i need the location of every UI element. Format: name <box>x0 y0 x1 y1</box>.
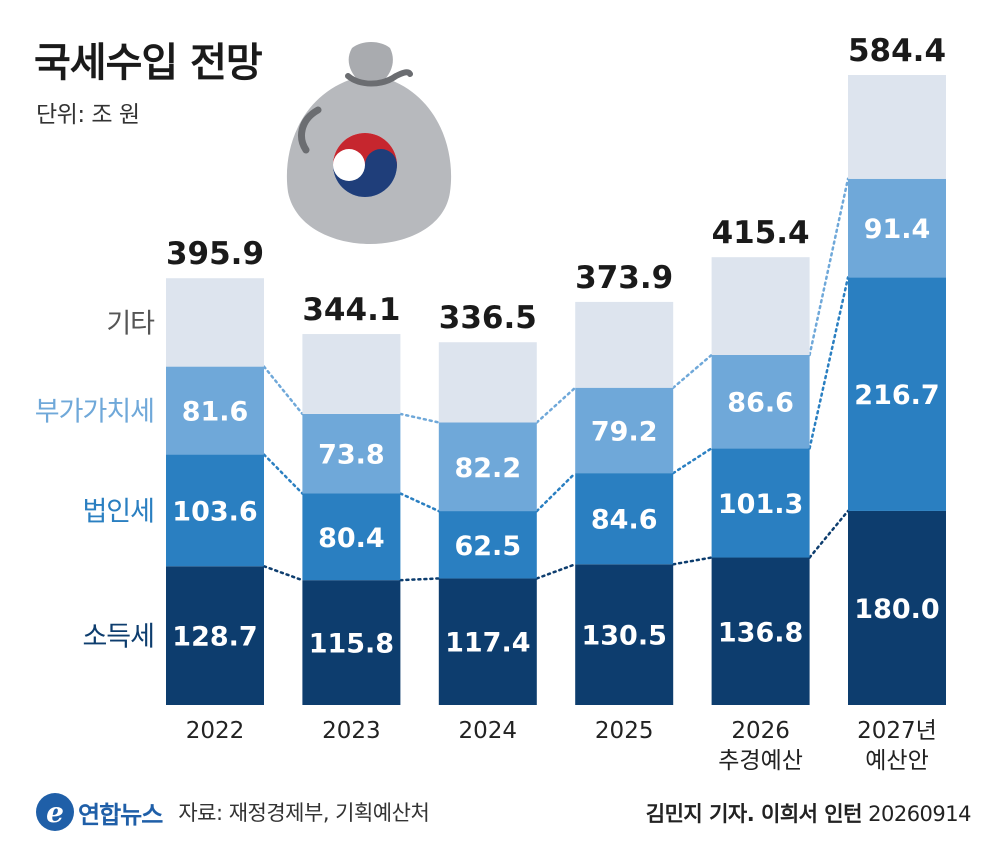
credit-name: 김민지 기자. 이희서 인턴 <box>645 802 863 826</box>
connector-vat-2 <box>535 386 577 424</box>
bar-vat-0 <box>166 366 264 455</box>
series-label-income: 소득세 <box>82 622 154 653</box>
bar-corporate-3 <box>575 473 674 565</box>
value-label-income-5: 180.0 <box>854 594 939 625</box>
page-title: 국세수입 전망 <box>34 40 263 86</box>
value-label-corporate-4: 101.3 <box>718 489 803 520</box>
value-label-corporate-1: 80.4 <box>318 523 385 554</box>
bar-income-4 <box>711 557 810 705</box>
connector-income-0 <box>262 565 304 582</box>
total-label-1: 344.1 <box>302 292 400 328</box>
labels-group: 128.7 103.6 81.6 395.9 115.8 80.4 73.8 344.1 117… <box>166 33 946 660</box>
connector-corporate-4 <box>808 276 850 450</box>
value-label-income-2: 117.4 <box>445 628 530 659</box>
bar-corporate-2 <box>438 511 537 579</box>
value-label-corporate-2: 62.5 <box>454 531 521 562</box>
series-label-vat: 부가가치세 <box>35 397 154 428</box>
connector-corporate-0 <box>262 453 304 495</box>
value-label-income-1: 115.8 <box>309 629 394 660</box>
value-label-vat-3: 79.2 <box>591 416 658 447</box>
credit-date: 20260914 <box>868 802 971 826</box>
x-tick-label-3-0: 2025 <box>595 718 654 744</box>
logo-text: 연합뉴스 <box>78 800 163 829</box>
value-label-vat-5: 91.4 <box>864 214 931 245</box>
footer-source: e 연합뉴스 자료: 재정경제부, 기획예산처 <box>36 790 430 834</box>
bar-income-1 <box>302 580 401 705</box>
x-tick-label-0-0: 2022 <box>186 718 245 744</box>
bar-corporate-5 <box>848 277 946 511</box>
unit-label: 단위: 조 원 <box>36 102 140 128</box>
total-label-4: 415.4 <box>712 215 810 251</box>
connector-vat-0 <box>262 365 304 416</box>
value-label-corporate-5: 216.7 <box>854 380 939 411</box>
value-label-corporate-3: 84.6 <box>591 505 658 536</box>
bar-other-5 <box>848 75 946 179</box>
x-tick-label-4-1: 추경예산 <box>718 748 803 774</box>
total-label-2: 336.5 <box>439 300 537 336</box>
bar-vat-4 <box>711 354 810 449</box>
connector-vat-4 <box>808 177 850 357</box>
bar-other-0 <box>166 278 264 367</box>
bar-vat-2 <box>438 422 537 512</box>
connector-corporate-3 <box>671 447 713 475</box>
connector-income-3 <box>671 556 713 566</box>
connector-income-1 <box>399 577 441 582</box>
source-text: 자료: 재정경제부, 기획예산처 <box>178 801 430 825</box>
bar-corporate-1 <box>302 493 401 581</box>
bar-income-2 <box>438 578 537 705</box>
value-label-vat-0: 81.6 <box>182 397 249 428</box>
total-label-3: 373.9 <box>575 260 673 296</box>
value-label-vat-1: 73.8 <box>318 440 385 471</box>
value-label-vat-2: 82.2 <box>454 453 521 484</box>
total-label-0: 395.9 <box>166 236 264 272</box>
value-label-corporate-0: 103.6 <box>172 496 257 527</box>
value-label-income-4: 136.8 <box>718 617 803 648</box>
x-tick-label-1-0: 2023 <box>322 718 381 744</box>
bar-other-4 <box>711 257 810 355</box>
bar-other-3 <box>575 301 674 388</box>
x-tick-label-4-0: 2026 <box>731 718 790 744</box>
value-label-income-0: 128.7 <box>172 622 257 653</box>
connector-income-4 <box>808 509 850 559</box>
bar-vat-3 <box>575 387 674 474</box>
total-label-5: 584.4 <box>848 33 946 69</box>
connector-vat-3 <box>671 353 713 389</box>
bar-vat-1 <box>302 413 401 494</box>
bar-other-1 <box>302 334 401 414</box>
x-tick-label-5-0: 2027년 <box>857 718 937 744</box>
connector-income-2 <box>535 563 577 580</box>
bars-group <box>166 75 946 705</box>
bar-vat-5 <box>848 178 946 278</box>
connector-lines <box>262 177 850 582</box>
connector-vat-1 <box>399 412 441 424</box>
bar-other-2 <box>438 342 537 423</box>
value-label-vat-4: 86.6 <box>727 388 794 419</box>
bar-income-0 <box>166 566 264 705</box>
bar-income-5 <box>848 510 946 705</box>
series-label-other: 기타 <box>106 308 155 339</box>
series-label-corporate: 법인세 <box>82 496 154 527</box>
connector-corporate-1 <box>399 492 441 513</box>
value-label-income-3: 130.5 <box>581 621 666 652</box>
x-tick-label-5-1: 예산안 <box>865 748 928 774</box>
connector-corporate-2 <box>535 471 577 513</box>
series-labels: 소득세 법인세 부가가치세 기타 <box>35 308 156 653</box>
bar-income-3 <box>575 564 674 705</box>
money-bag-illustration <box>286 42 452 244</box>
x-tick-label-2-0: 2024 <box>459 718 518 744</box>
bar-corporate-4 <box>711 448 810 558</box>
credit: 김민지 기자. 이희서 인턴 20260914 <box>645 798 972 828</box>
yonhap-logo-icon: e <box>36 793 74 831</box>
bar-corporate-0 <box>166 454 264 567</box>
